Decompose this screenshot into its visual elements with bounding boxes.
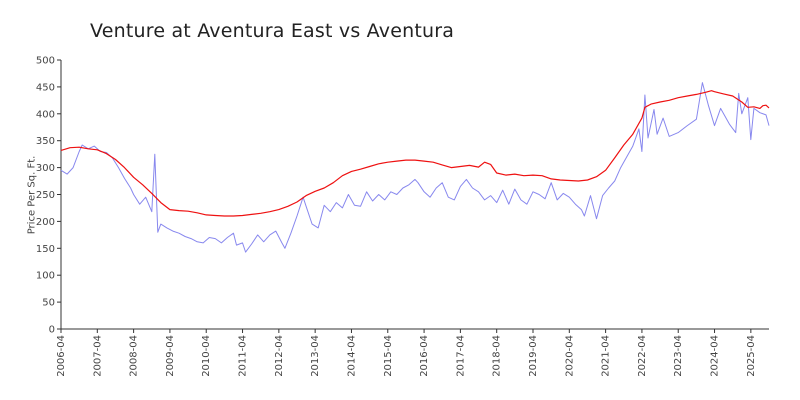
x-tick-label: 2012-04 — [274, 335, 285, 377]
x-tick-label: 2013-04 — [310, 335, 321, 377]
x-axis: 2006-04 2007-04 2008-04 2009-04 2010-04 2011-… — [56, 328, 769, 377]
y-tick-label: 250 — [36, 190, 55, 201]
y-tick-label: 50 — [42, 298, 55, 309]
y-tick-label: 150 — [36, 244, 55, 255]
x-tick-label: 2015-04 — [383, 335, 394, 377]
x-tick-label: 2010-04 — [201, 335, 212, 377]
series-line-2 — [60, 90, 770, 217]
y-tick-label: 200 — [36, 217, 55, 228]
x-tick-label: 2007-04 — [92, 335, 103, 377]
x-tick-label: 2023-04 — [673, 335, 684, 377]
x-tick-label: 2008-04 — [129, 335, 140, 377]
x-tick-label: 2014-04 — [346, 335, 357, 377]
x-tick-label: 2025-04 — [746, 335, 757, 377]
y-tick-label: 500 — [36, 56, 55, 67]
x-tick-label: 2018-04 — [492, 335, 503, 377]
series-line-1 — [60, 82, 770, 253]
x-tick-label: 2021-04 — [601, 335, 612, 377]
y-tick-label: 400 — [36, 109, 55, 120]
y-tick-label: 300 — [36, 163, 55, 174]
x-tick-label: 2024-04 — [710, 335, 721, 377]
x-tick-label: 2022-04 — [637, 335, 648, 377]
x-tick-label: 2009-04 — [165, 335, 176, 377]
x-tick-label: 2011-04 — [238, 335, 249, 377]
y-tick-label: 100 — [36, 271, 55, 282]
x-tick-label: 2016-04 — [419, 335, 430, 377]
y-axis: 0 50 100 150 200 250 300 350 400 450 500 — [36, 56, 62, 336]
y-tick-label: 350 — [36, 136, 55, 147]
x-tick-label: 2017-04 — [455, 335, 466, 377]
y-tick-label: 450 — [36, 82, 55, 93]
x-tick-label: 2020-04 — [564, 335, 575, 377]
chart-title: Venture at Aventura East vs Aventura — [90, 20, 455, 42]
x-tick-label: 2019-04 — [528, 335, 539, 377]
series-group — [60, 82, 770, 253]
x-tick-label: 2006-04 — [56, 335, 67, 377]
y-tick-label: 0 — [49, 325, 55, 336]
